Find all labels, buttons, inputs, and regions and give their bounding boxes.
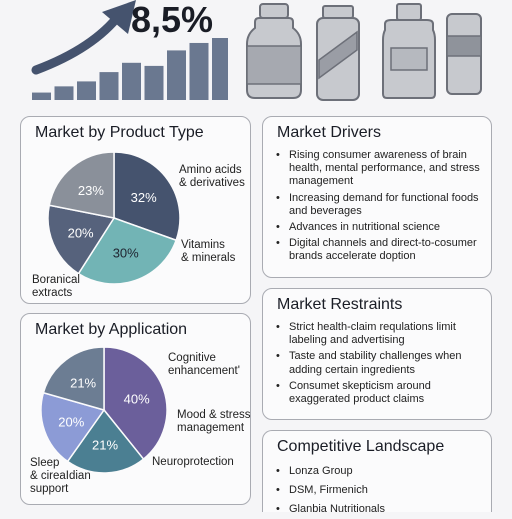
restraint-item: Consumet skepticism around exaggerated p… xyxy=(275,380,483,406)
application-slice xyxy=(66,408,145,474)
product-type-slice-label: 23% xyxy=(78,183,104,198)
growth-bar xyxy=(99,72,119,100)
growth-bar xyxy=(189,42,209,100)
application-slice-label: 21% xyxy=(92,438,118,453)
product-type-slice xyxy=(113,151,181,242)
label-cognitive: Cognitive enhancement' xyxy=(168,352,240,377)
application-slice xyxy=(40,391,106,463)
product-type-slice-label: 20% xyxy=(68,225,94,240)
product-type-pie: 32% 30% 20% 23% xyxy=(47,151,181,285)
drivers-title: Market Drivers xyxy=(277,124,382,141)
driver-item: Digital channels and direct-to-cosumer b… xyxy=(275,237,483,263)
label-neuroprotection: Neuroprotection xyxy=(152,456,234,468)
competitor-item: Lonza Group xyxy=(275,464,483,478)
drivers-list: Rising consumer awareness of brain healt… xyxy=(275,149,483,267)
product-type-title: Market by Product Type xyxy=(35,124,204,141)
application-pie: 40% 21% 20% 21% xyxy=(40,346,168,474)
competitive-panel: Competitive Landscape Lonza Group DSM, F… xyxy=(262,430,492,516)
application-slice xyxy=(103,346,168,461)
product-type-panel: Market by Product Type 32% 30% 20% 23% Amin… xyxy=(20,116,251,304)
product-type-slice xyxy=(77,217,178,285)
driver-item: Advances in nutritional science xyxy=(275,221,483,234)
headline-percentage: 8,5% xyxy=(131,0,214,40)
growth-bar xyxy=(144,65,164,100)
product-type-slice-label: 30% xyxy=(113,245,139,260)
application-slice-label: 20% xyxy=(58,415,84,430)
competitor-item: DSM, Firmenich xyxy=(275,483,483,497)
label-amino-acids: Amino acids & derivatives xyxy=(179,164,245,189)
capsule-container-icon xyxy=(446,13,482,95)
product-type-slice-label: 32% xyxy=(131,190,157,205)
label-vitamins: Vitamins & minerals xyxy=(181,239,236,264)
drivers-panel: Market Drivers Rising consumer awareness… xyxy=(262,116,492,278)
restraints-list: Strict health-claim requlations limit la… xyxy=(275,321,483,409)
restraints-panel: Market Restraints Strict health-claim re… xyxy=(262,288,492,420)
competitor-item: Glanbia Nutritionals xyxy=(275,502,483,516)
growth-bar xyxy=(122,62,141,100)
restraints-title: Market Restraints xyxy=(277,296,403,313)
bottles-illustration xyxy=(246,3,482,101)
bottle-icon xyxy=(246,3,302,99)
label-mood-stress: Mood & stress management xyxy=(177,409,251,434)
application-slice xyxy=(42,346,105,411)
growth-bar xyxy=(32,92,51,100)
restraint-item: Taste and stability challenges when addi… xyxy=(275,350,483,376)
application-slice-label: 40% xyxy=(124,391,150,406)
growth-bar xyxy=(77,81,96,100)
competitive-title: Competitive Landscape xyxy=(277,438,445,455)
driver-item: Increasing demand for functional foods a… xyxy=(275,192,483,218)
growth-bar-chart xyxy=(31,0,228,100)
rising-trend-arrow xyxy=(31,9,125,75)
product-type-slice xyxy=(47,204,116,275)
supplement-bottle-icon xyxy=(316,5,360,101)
growth-bar xyxy=(54,86,74,100)
product-type-slice xyxy=(48,151,115,219)
label-botanical: Boranical extracts xyxy=(32,274,80,299)
restraint-item: Strict health-claim requlations limit la… xyxy=(275,321,483,347)
jar-icon xyxy=(382,3,436,99)
growth-bar xyxy=(167,50,186,100)
application-panel: Market by Application 40% 21% 20% 21% Cogni… xyxy=(20,313,251,505)
application-title: Market by Application xyxy=(35,321,188,338)
application-slice-label: 21% xyxy=(70,375,96,390)
arrow-head-icon xyxy=(102,0,136,34)
growth-bar xyxy=(212,38,228,100)
driver-item: Rising consumer awareness of brain healt… xyxy=(275,149,483,189)
label-sleep: Sleep & cireaIdian support xyxy=(30,457,91,495)
competitive-list: Lonza Group DSM, Firmenich Glanbia Nutri… xyxy=(275,464,483,519)
